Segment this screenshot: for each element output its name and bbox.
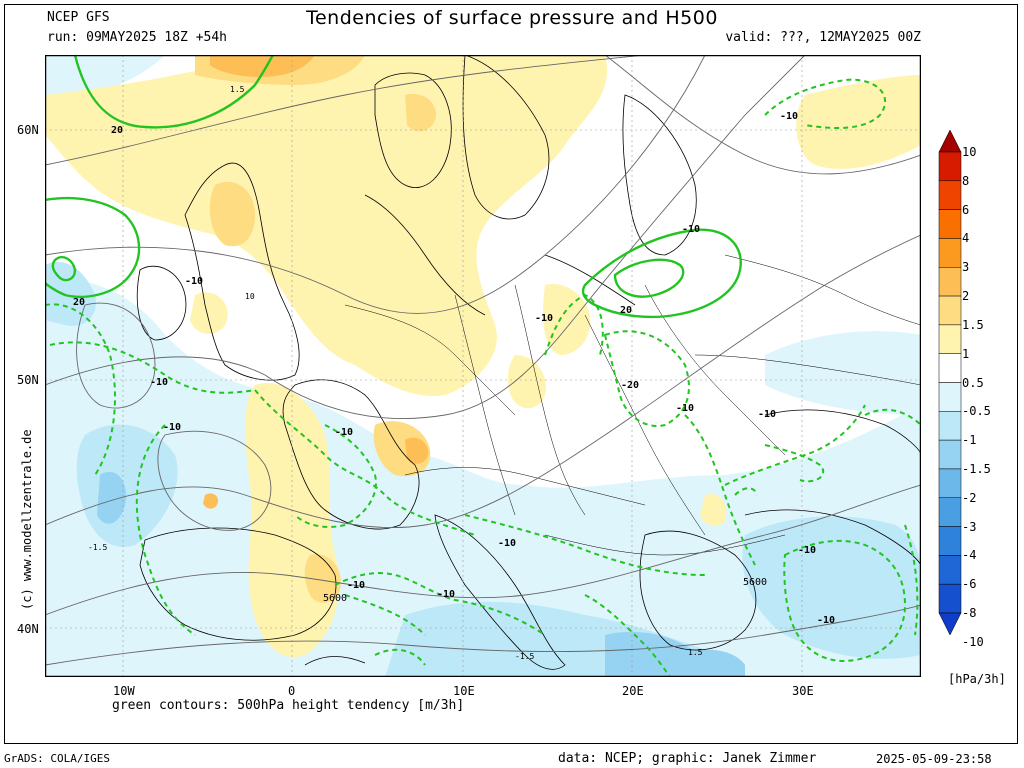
colorbar-swatch (938, 324, 962, 354)
colorbar-level-label: 8 (962, 173, 970, 188)
contour-label-green-solid: 20 (73, 297, 85, 308)
contour-label-green-dashed: -10 (798, 545, 816, 556)
contour-label-green-dashed: -10 (498, 538, 516, 549)
lon-label: 10E (453, 684, 475, 698)
lat-label: 60N (17, 123, 39, 137)
colorbar-unit: [hPa/3h] (948, 672, 1006, 686)
colorbar-level-label: -0.5 (962, 404, 991, 419)
contour-label-green-dashed: -10 (347, 580, 365, 591)
contour-label-height: 5600 (743, 577, 767, 588)
grads-credit: GrADS: COLA/IGES (4, 752, 110, 765)
colorbar-level-label: -10 (962, 634, 984, 649)
contour-label-green-dashed: -10 (163, 422, 181, 433)
timestamp: 2025-05-09-23:58 (876, 752, 992, 766)
contour-label-group: 20 20 20 -10 -10 -10 -10 -10 -10 -10 -10… (73, 85, 835, 661)
contour-label-green-dashed: -10 (758, 409, 776, 420)
contour-label-small: -1.5 (88, 543, 107, 552)
strongest-negative-shading (97, 471, 745, 677)
model-label: NCEP GFS (47, 10, 110, 25)
colorbar-swatch (938, 151, 962, 182)
lon-label: 0 (288, 684, 296, 698)
colorbar-level-label: -1 (962, 433, 977, 448)
strong-positive-shading (203, 55, 429, 509)
colorbar-level-label: 6 (962, 202, 970, 217)
contour-label-small: 1.5 (688, 648, 703, 657)
colorbar-level-label: 4 (962, 231, 970, 246)
colorbar-swatch (938, 382, 962, 412)
colorbar (938, 130, 962, 635)
colorbar-swatch (938, 180, 962, 210)
contour-label-green-dashed: -10 (780, 111, 798, 122)
lon-label: 10W (113, 684, 135, 698)
lon-label: 30E (792, 684, 814, 698)
colorbar-swatch (938, 583, 962, 614)
contour-label-green-dashed: -10 (676, 403, 694, 414)
colorbar-swatch (938, 526, 962, 556)
green-contour-caption: green contours: 500hPa height tendency [… (112, 698, 465, 713)
green-negative-contours (45, 78, 921, 677)
colorbar-level-label: -1.5 (962, 461, 991, 476)
contour-label-green-dashed: -10 (682, 224, 700, 235)
colorbar-level-label: 2 (962, 289, 970, 304)
colorbar-swatch (938, 267, 962, 297)
pressure-tendency-map: 20 20 20 -10 -10 -10 -10 -10 -10 -10 -10… (45, 55, 921, 677)
colorbar-level-label: -8 (962, 606, 977, 620)
contour-label-small: 1.5 (230, 85, 245, 94)
colorbar-level-label: -4 (962, 548, 977, 563)
lat-label: 40N (17, 622, 39, 636)
contour-label-height: 5600 (323, 593, 347, 604)
contour-label-green-solid: 20 (620, 305, 632, 316)
colorbar-swatch (938, 411, 962, 441)
colorbar-swatch (938, 209, 962, 239)
contour-label-green-dashed: -10 (535, 313, 553, 324)
contour-label-green-dashed: -10 (817, 615, 835, 626)
contour-label-small: 10 (245, 292, 255, 301)
green-positive-contours (45, 55, 742, 319)
run-label: run: 09MAY2025 18Z +54h (47, 30, 228, 45)
colorbar-swatch (938, 353, 962, 383)
colorbar-level-label: 1 (962, 346, 970, 361)
lat-label: 50N (17, 373, 39, 387)
colorbar-level-label: 3 (962, 260, 970, 275)
colorbar-level-label: -6 (962, 577, 977, 592)
plot-frame (4, 4, 1018, 744)
contour-label-green-dashed: -10 (150, 377, 168, 388)
colorbar-swatch (938, 295, 962, 326)
colorbar-swatch (938, 555, 962, 585)
contour-label-green-dashed: -20 (621, 380, 639, 391)
country-borders (344, 254, 921, 556)
data-credit: data: NCEP; graphic: Janek Zimmer (558, 751, 817, 766)
map-title: Tendencies of surface pressure and H500 (306, 7, 718, 29)
valid-label: valid: ???, 12MAY2025 00Z (725, 30, 921, 45)
colorbar-level-label: 1.5 (962, 317, 984, 332)
contour-label-small: -1.5 (515, 652, 534, 661)
colorbar-level-label: -2 (962, 490, 977, 505)
colorbar-level-label: 0.5 (962, 375, 984, 390)
colorbar-swatch (938, 130, 962, 153)
contour-label-green-dashed: -10 (335, 427, 353, 438)
contour-label-green-dashed: -10 (185, 276, 203, 287)
geopotential-isolines (45, 55, 921, 666)
contour-label-green-dashed: -10 (437, 589, 455, 600)
positive-tendency-shading (45, 55, 921, 657)
colorbar-swatch (938, 439, 962, 470)
colorbar-swatch (938, 238, 962, 268)
colorbar-level-label: -3 (962, 519, 977, 534)
colorbar-swatch (938, 497, 962, 527)
colorbar-swatch (938, 468, 962, 498)
contour-label-green-solid: 20 (111, 125, 123, 136)
colorbar-level-label: 10 (962, 145, 977, 159)
colorbar-swatch (938, 612, 962, 635)
lon-label: 20E (622, 684, 644, 698)
coastlines (136, 55, 921, 670)
copyright-text: (c) www.modellzentrale.de (20, 429, 34, 610)
lat-lon-grid (45, 55, 921, 677)
